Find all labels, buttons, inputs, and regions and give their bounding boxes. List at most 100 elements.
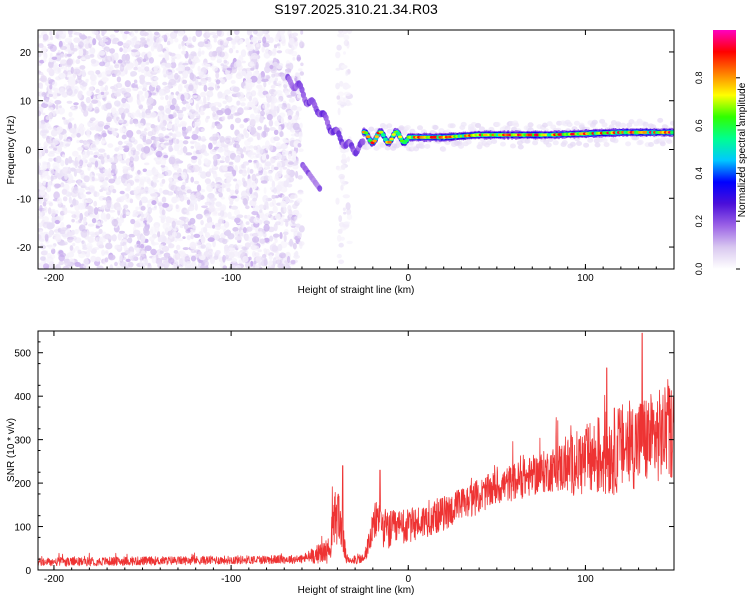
spectrogram-cell xyxy=(297,232,302,236)
spectrogram-cell xyxy=(108,254,115,260)
spectrogram-cell xyxy=(261,131,266,138)
spectrogram-cell xyxy=(271,85,276,89)
spectrogram-cell xyxy=(214,231,220,235)
spectrogram-cell xyxy=(178,30,185,37)
spectrogram-cell xyxy=(161,217,165,223)
spectrogram-cell xyxy=(604,142,610,147)
spectrogram-cell xyxy=(98,149,105,153)
spectrogram-cell xyxy=(296,107,302,112)
spectrogram-cell xyxy=(127,237,132,243)
spectrogram-cell xyxy=(68,167,71,174)
spectrogram-cell xyxy=(292,57,295,61)
spectrogram-cell xyxy=(158,133,164,137)
spectrogram-cell xyxy=(178,65,185,72)
spectrogram-cell xyxy=(132,88,138,91)
spectrogram-cell xyxy=(66,265,72,268)
spectrogram-cell xyxy=(381,133,385,136)
spectrogram-cell xyxy=(276,259,282,264)
spectrogram-cell xyxy=(336,45,341,51)
spectrogram-cell xyxy=(39,223,43,228)
spectrogram-cell xyxy=(144,66,149,71)
spectrogram-y-label: Frequency (Hz) xyxy=(6,116,17,185)
spectrogram-cell xyxy=(275,221,281,225)
spectrogram-cell xyxy=(49,151,56,154)
spectrogram-cell xyxy=(335,68,340,71)
spectrogram-cell xyxy=(71,219,75,223)
spectrogram-cell xyxy=(208,143,213,150)
spectrogram-cell xyxy=(126,259,131,262)
spectrogram-cell xyxy=(273,58,277,62)
spectrogram-cell xyxy=(274,130,279,135)
spectrogram-cell xyxy=(128,151,133,157)
spectrogram-cell xyxy=(136,247,140,253)
spectrogram-cell xyxy=(57,197,62,204)
spectrogram-cell xyxy=(225,138,231,145)
spectrogram-cell xyxy=(224,146,228,152)
spectrogram-cell xyxy=(50,36,53,41)
spectrogram-cell xyxy=(48,207,52,214)
spectrogram-cell xyxy=(228,212,232,219)
spectrogram-cell xyxy=(165,216,171,223)
spectrogram-cell xyxy=(292,151,297,158)
spectrogram-cell xyxy=(99,207,105,210)
spectrogram-cell xyxy=(236,151,241,154)
spectrogram-cell xyxy=(116,207,122,211)
spectrogram-cell xyxy=(117,76,121,82)
spectrogram-cell xyxy=(190,63,195,69)
spectrogram-cell xyxy=(116,198,122,202)
spectrogram-cell xyxy=(227,31,233,37)
colorbar-tick-label: 0.2 xyxy=(694,215,704,228)
spectrogram-cell xyxy=(216,79,221,84)
spectrogram-cell xyxy=(274,176,279,182)
spectrogram-cell xyxy=(52,57,58,60)
spectrogram-cell xyxy=(144,71,147,77)
spectrogram-cell xyxy=(60,46,67,50)
spectrogram-cell xyxy=(165,53,169,60)
spectrogram-cell xyxy=(268,145,273,151)
spectrogram-cell xyxy=(278,244,282,251)
spectrogram-cell xyxy=(289,239,293,247)
spectrogram-cell xyxy=(553,140,559,145)
spectrogram-cell xyxy=(43,34,49,41)
spectrogram-cell xyxy=(95,139,100,145)
spectrogram-cell xyxy=(77,92,81,99)
spectrogram-cell xyxy=(247,215,251,220)
spectrogram-cell xyxy=(126,60,130,64)
spectrogram-cell xyxy=(162,114,169,120)
spectrogram-cell xyxy=(298,68,303,71)
spectrogram-cell xyxy=(266,154,269,159)
spectrogram-cell xyxy=(196,214,203,220)
spectrogram-cell xyxy=(135,253,140,256)
spectrogram-cell xyxy=(197,66,200,72)
spectrogram-cell xyxy=(124,108,129,113)
spectrogram-cell xyxy=(215,250,220,255)
spectrogram-cell xyxy=(299,242,303,249)
spectrogram-cell xyxy=(288,33,294,37)
spectrogram-cell xyxy=(68,156,72,163)
spectrogram-cell xyxy=(95,89,99,93)
spectrogram-cell xyxy=(187,126,192,132)
spectrogram-cell xyxy=(162,231,165,237)
spectrogram-cell xyxy=(246,92,253,100)
spectrogram-cell xyxy=(182,236,185,239)
spectrogram-cell xyxy=(213,155,218,161)
spectrogram-cell xyxy=(296,224,301,228)
spectrogram-cell xyxy=(162,203,169,208)
spectrogram-cell xyxy=(268,50,272,55)
spectrogram-cell xyxy=(49,84,52,89)
spectrogram-cell xyxy=(285,196,289,203)
spectrogram-cell xyxy=(172,98,177,105)
spectrogram-cell xyxy=(239,124,244,128)
spectrogram-cell xyxy=(99,166,103,169)
spectrogram-cell xyxy=(372,140,376,143)
spectrogram-cell xyxy=(110,34,116,38)
spectrogram-cell xyxy=(66,191,70,197)
spectrogram-cell xyxy=(219,51,225,57)
spectrogram-cell xyxy=(244,140,251,146)
spectrogram-cell xyxy=(42,113,45,116)
spectrogram-cell xyxy=(293,123,300,131)
spectrogram-cell xyxy=(196,145,203,150)
spectrogram-cell xyxy=(179,217,186,221)
spectrogram-cell xyxy=(648,142,654,147)
spectrogram-cell xyxy=(94,191,97,197)
